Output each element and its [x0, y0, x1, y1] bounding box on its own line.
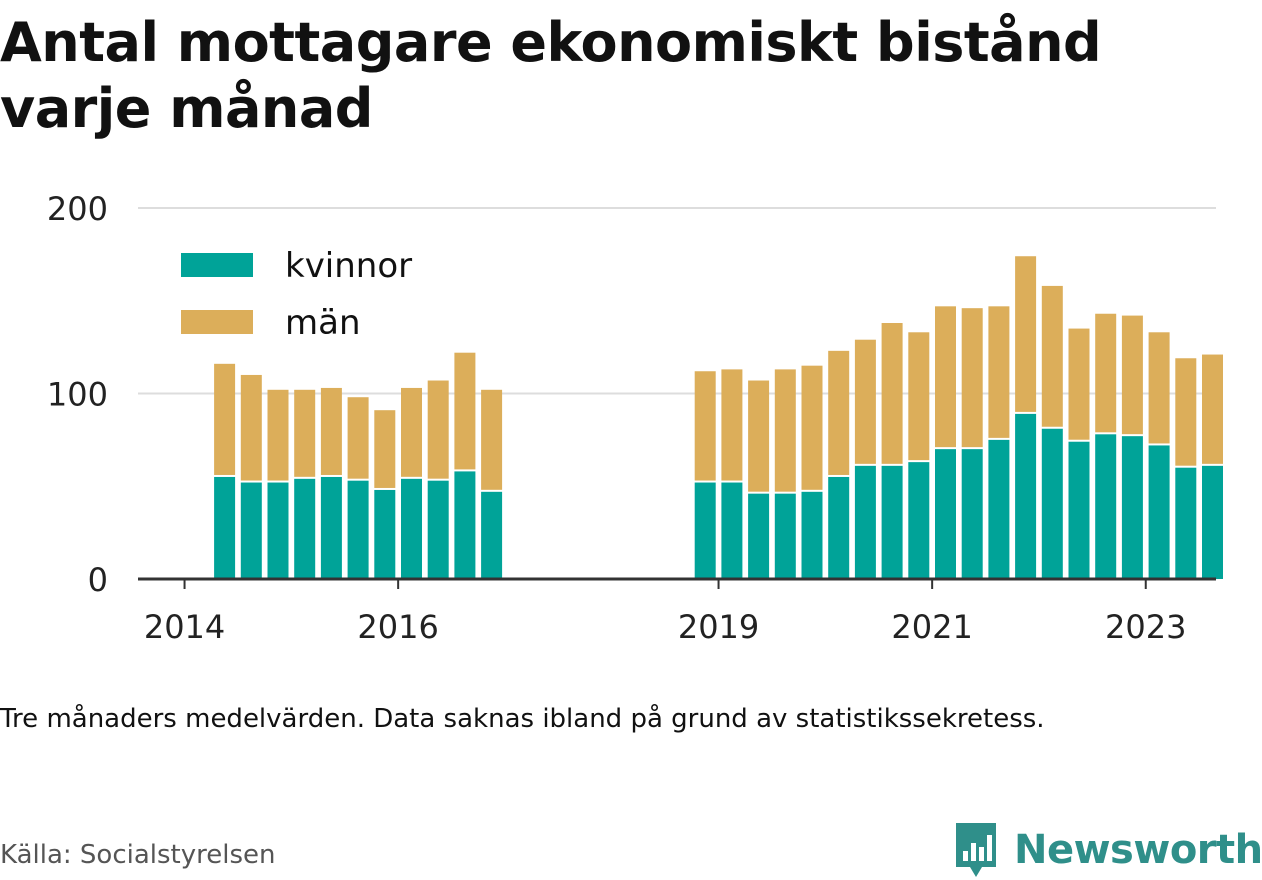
newsworthy-logo: Newsworthy — [952, 820, 1262, 880]
bar-kvinnor — [267, 482, 289, 579]
bar-kvinnor — [214, 476, 236, 579]
legend-swatch — [181, 253, 253, 277]
bar-man — [214, 363, 236, 475]
bar-kvinnor — [774, 493, 796, 579]
chart-title: Antal mottagare ekonomiskt bistånd varje… — [0, 11, 1102, 140]
legend: kvinnor män — [181, 246, 412, 343]
bar-kvinnor — [748, 493, 770, 579]
bar-man — [320, 387, 342, 475]
bar-man — [1068, 328, 1090, 440]
bar-man — [347, 397, 369, 479]
bar-kvinnor — [988, 439, 1010, 579]
bar-kvinnor — [1095, 434, 1117, 579]
bar-kvinnor — [694, 482, 716, 579]
bar-man — [1015, 256, 1037, 412]
bar-kvinnor — [1041, 428, 1063, 579]
bar-kvinnor — [427, 480, 449, 579]
bar-kvinnor — [854, 465, 876, 579]
bar-man — [401, 387, 422, 477]
bar-man — [774, 369, 796, 492]
bar-kvinnor — [828, 476, 850, 579]
x-tick-label: 2014 — [144, 608, 225, 646]
bar-kvinnor — [1148, 445, 1170, 579]
bar-man — [801, 365, 823, 490]
bar-kvinnor — [454, 471, 476, 579]
bar-kvinnor — [401, 478, 422, 579]
bar-kvinnor — [294, 478, 316, 579]
bar-man — [1121, 315, 1143, 435]
bar-man — [481, 389, 503, 490]
bar-kvinnor — [881, 465, 903, 579]
chart-svg: 0 100 200 2014 2016 2019 2021 2023 kvinnor män — [47, 190, 1223, 646]
bar-kvinnor — [961, 449, 983, 579]
bar-man — [1148, 332, 1170, 444]
bar-man — [721, 369, 743, 481]
bar-man — [988, 306, 1010, 438]
legend-swatch — [181, 310, 253, 334]
bar-man — [748, 380, 770, 492]
bar-man — [828, 350, 850, 475]
bar-man — [1041, 285, 1063, 427]
bar-kvinnor — [1202, 465, 1223, 579]
chart-note: Tre månaders medelvärden. Data saknas ib… — [0, 704, 1045, 734]
bar-man — [240, 374, 262, 481]
legend-label: män — [285, 303, 361, 343]
y-tick-label: 100 — [47, 376, 108, 414]
bar-kvinnor — [347, 480, 369, 579]
bar-man — [854, 339, 876, 464]
bar-man — [1202, 354, 1223, 464]
bar-man — [427, 380, 449, 479]
bar-man — [374, 410, 396, 488]
bar-kvinnor — [1015, 413, 1037, 579]
brand-name: Newsworthy — [1014, 827, 1262, 873]
bar-kvinnor — [935, 449, 956, 579]
bar-kvinnor — [1175, 467, 1197, 579]
bar-man — [935, 306, 956, 448]
x-tick-label: 2019 — [678, 608, 759, 646]
bars — [214, 256, 1223, 579]
y-tick-label: 0 — [88, 561, 108, 599]
bar-man — [881, 323, 903, 464]
bar-man — [454, 352, 476, 470]
bar-man — [1175, 358, 1197, 466]
x-axis: 2014 2016 2019 2021 2023 — [138, 577, 1216, 646]
bar-man — [294, 389, 316, 477]
bar-kvinnor — [1068, 441, 1090, 579]
bar-kvinnor — [320, 476, 342, 579]
bar-man — [267, 389, 289, 481]
bar-kvinnor — [801, 491, 823, 579]
y-tick-label: 200 — [47, 190, 108, 228]
bar-kvinnor — [1121, 436, 1143, 579]
bar-chart-document-icon — [956, 823, 996, 877]
bar-kvinnor — [240, 482, 262, 579]
bar-kvinnor — [908, 462, 930, 579]
gridlines: 0 100 200 — [47, 190, 1216, 599]
x-tick-label: 2021 — [891, 608, 972, 646]
x-tick-label: 2016 — [357, 608, 438, 646]
source-text: Källa: Socialstyrelsen — [0, 840, 276, 870]
x-tick-label: 2023 — [1105, 608, 1186, 646]
bar-man — [961, 308, 983, 448]
bar-kvinnor — [374, 489, 396, 579]
bar-kvinnor — [481, 491, 503, 579]
bar-man — [908, 332, 930, 461]
bar-kvinnor — [721, 482, 743, 579]
bar-man — [694, 371, 716, 481]
legend-label: kvinnor — [285, 246, 412, 286]
bar-man — [1095, 313, 1117, 433]
